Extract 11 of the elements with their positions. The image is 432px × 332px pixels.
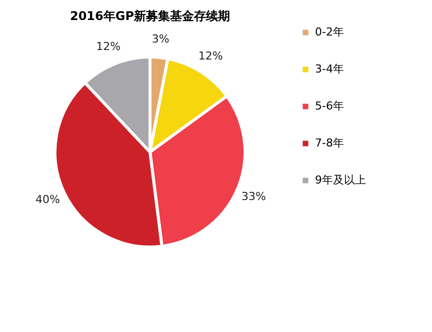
- legend-label: 7-8年: [315, 136, 344, 150]
- legend-label: 9年及以上: [315, 174, 366, 186]
- data-label: 40%: [36, 193, 60, 206]
- legend-label: 5-6年: [315, 100, 344, 112]
- legend-label: 0-2年: [315, 26, 344, 38]
- data-label: 12%: [198, 50, 223, 63]
- data-label: 33%: [241, 190, 266, 203]
- data-label: 3%: [152, 32, 170, 46]
- data-label: 12%: [96, 40, 121, 53]
- legend-label: 3-4年: [315, 62, 344, 76]
- chart-title: 2016年GP新募集基金存续期: [70, 9, 230, 23]
